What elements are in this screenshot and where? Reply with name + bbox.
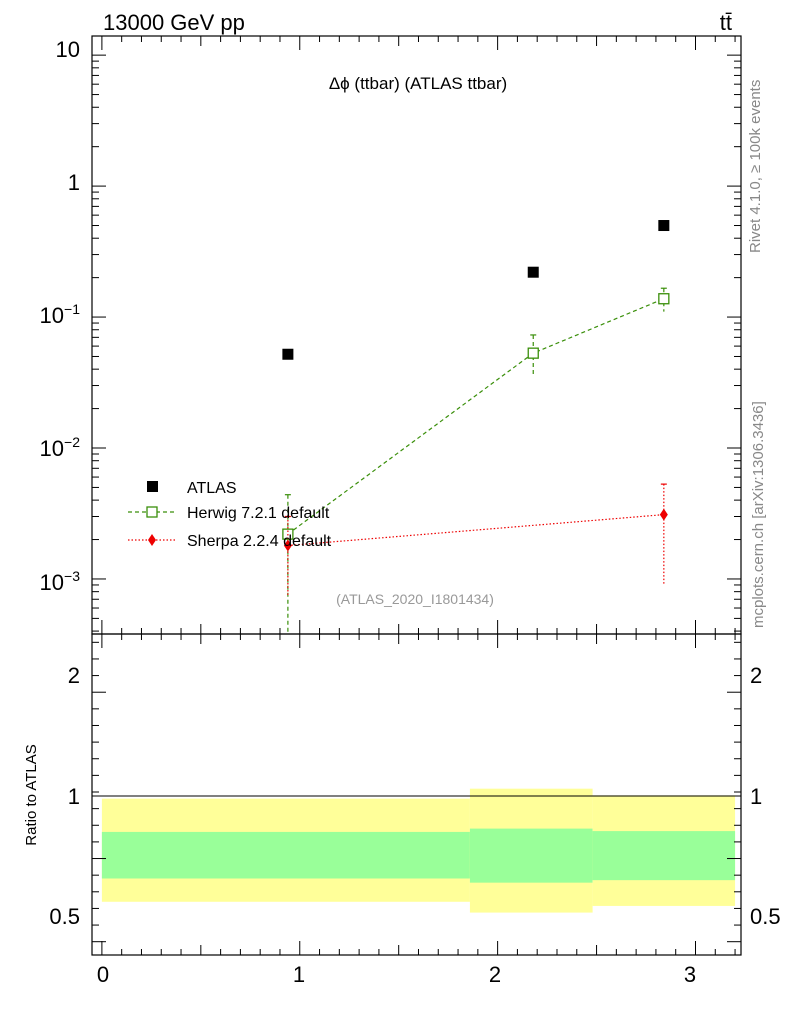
y-tick-label-10: 10: [56, 37, 80, 62]
legend-label-atlas: ATLAS: [187, 480, 237, 497]
ratio-y-label-0.5-left: 0.5: [49, 904, 80, 929]
herwig-line: [287, 298, 665, 535]
x-tick-label-0: 0: [97, 962, 109, 987]
x-tick-label-2: 2: [489, 962, 501, 987]
herwig-point: [527, 347, 539, 359]
ratio-y-label-1-left: 1: [68, 784, 80, 809]
legend-label-sherpa: Sherpa 2.2.4 default: [187, 533, 332, 550]
mcplots-citation-text: mcplots.cern.ch [arXiv:1306.3436]: [750, 401, 767, 628]
herwig-point: [658, 293, 670, 305]
ratio-y-label-1-right: 1: [750, 784, 762, 809]
x-tick-label-3: 3: [684, 962, 696, 987]
ratio-y-axis-labels: 2 1 0.5 2 1 0.5: [49, 663, 780, 929]
energy-label: 13000 GeV pp: [103, 10, 245, 35]
sherpa-point: [283, 539, 292, 552]
process-label: tt̄: [720, 10, 732, 35]
y-tick-label-0.001: 10−3: [40, 568, 81, 595]
analysis-id: (ATLAS_2020_I1801434): [336, 591, 494, 607]
series-layer: [282, 220, 670, 634]
ratio-inner-band-1: [469, 828, 593, 883]
sherpa-point: [659, 508, 668, 521]
ratio-y-axis-title: Ratio to ATLAS: [23, 744, 40, 845]
ratio-x-axis-labels: 0 1 2 3: [97, 962, 696, 987]
chart-title: Δϕ (ttbar) (ATLAS ttbar): [329, 74, 507, 93]
legend-marker-sherpa: [148, 534, 156, 546]
ratio-inner-band-2: [592, 831, 736, 881]
y-tick-label-1: 1: [68, 170, 80, 195]
legend: ATLAS Herwig 7.2.1 default Sherpa 2.2.4 …: [128, 480, 332, 550]
sherpa-line: [287, 514, 664, 547]
ratio-y-label-2-right: 2: [750, 663, 762, 688]
legend-label-herwig: Herwig 7.2.1 default: [187, 505, 330, 522]
legend-marker-atlas: [147, 481, 158, 492]
main-y-axis-labels: 10 1 10−1 10−2 10−3: [40, 37, 81, 595]
legend-marker-herwig: [146, 506, 158, 518]
y-tick-label-0.01: 10−2: [40, 434, 81, 461]
atlas-point: [658, 220, 670, 232]
ratio-inner-band-0: [101, 831, 470, 879]
y-tick-label-0.1: 10−1: [40, 301, 81, 328]
ratio-y-label-0.5-right: 0.5: [750, 904, 781, 929]
rivet-version-text: Rivet 4.1.0, ≥ 100k events: [747, 80, 764, 253]
atlas-point: [282, 348, 294, 360]
ratio-bands: [101, 788, 736, 913]
ratio-plot-frame: [91, 633, 742, 956]
x-tick-label-1: 1: [293, 962, 305, 987]
ratio-axis-ticks: [92, 634, 741, 955]
main-y-axis-ticks: [92, 36, 741, 634]
ratio-y-label-2-left: 2: [68, 663, 80, 688]
atlas-point: [527, 266, 539, 278]
